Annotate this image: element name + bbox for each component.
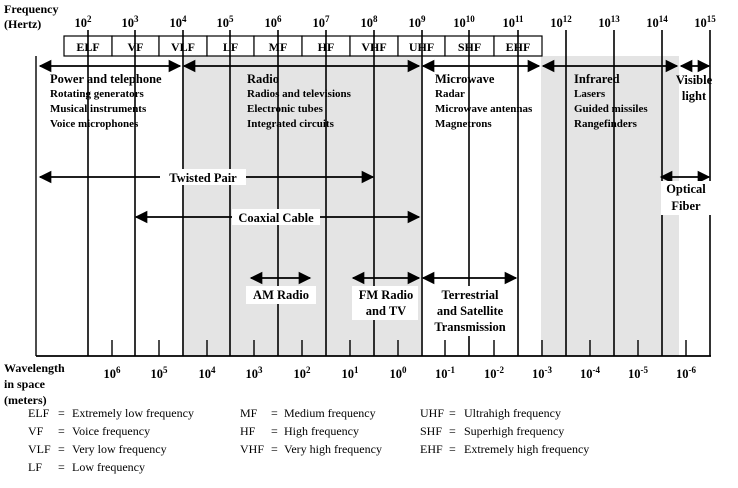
wavelength-tick-label: 10-1: [435, 365, 455, 381]
frequency-tick-label: 107: [313, 14, 331, 30]
infrared-item-3: Rangefinders: [574, 118, 638, 130]
fm-radio-line2: and TV: [366, 304, 406, 318]
power-telephone-title: Power and telephone: [50, 72, 162, 86]
optical-fiber-line2: Fiber: [671, 199, 701, 213]
terrestrial-line2: and Satellite: [437, 304, 504, 318]
infrared-item-2: Guided missiles: [574, 103, 648, 115]
frequency-tick-label: 109: [409, 14, 427, 30]
power-item-3: Voice microphones: [50, 118, 139, 130]
wavelength-tick-label: 10-3: [532, 365, 552, 381]
am-radio-label: AM Radio: [253, 288, 309, 302]
wavelength-tick-label: 10-6: [676, 365, 696, 381]
visible-light-line1: Visible: [676, 73, 713, 87]
wavelength-ticks: [111, 340, 687, 356]
frequency-gridlines: [35, 30, 711, 356]
frequency-tick-label: 108: [361, 14, 379, 30]
wavelength-title-line1: Wavelength: [4, 361, 65, 375]
fm-radio-line1: FM Radio: [359, 288, 414, 302]
wavelength-tick-label: 104: [199, 365, 217, 381]
frequency-tick-label: 1014: [646, 14, 668, 30]
microwave-item-2: Microwave antennas: [435, 103, 533, 115]
frequency-tick-label: 106: [265, 14, 283, 30]
wavelength-tick-label: 106: [104, 365, 122, 381]
infrared-item-1: Lasers: [574, 88, 606, 100]
frequency-tick-label: 1010: [453, 14, 475, 30]
frequency-tick-label: 102: [75, 14, 93, 30]
radio-title: Radio: [247, 72, 279, 86]
terrestrial-line3: Transmission: [434, 320, 505, 334]
wavelength-tick-labels: 106 105 104 103 102 101 100 10-1 10-2 10-3 10-4 10-…: [104, 365, 697, 381]
frequency-title-line1: Frequency: [4, 2, 58, 16]
wavelength-tick-label: 103: [246, 365, 264, 381]
microwave-title: Microwave: [435, 72, 495, 86]
frequency-tick-label: 103: [122, 14, 140, 30]
microwave-item-1: Radar: [435, 88, 465, 100]
wavelength-tick-label: 105: [151, 365, 169, 381]
wavelength-tick-label: 10-5: [628, 365, 648, 381]
wavelength-tick-label: 10-4: [580, 365, 600, 381]
wavelength-title-line2: in space: [4, 377, 46, 391]
frequency-title-line2: (Hertz): [4, 17, 41, 31]
radio-item-1: Radios and televisions: [247, 88, 352, 100]
radio-item-2: Electronic tubes: [247, 103, 324, 115]
visible-light-line2: light: [682, 89, 707, 103]
infrared-title: Infrared: [574, 72, 620, 86]
wavelength-tick-label: 101: [342, 365, 360, 381]
frequency-tick-label: 1012: [550, 14, 572, 30]
twisted-pair-label: Twisted Pair: [169, 171, 237, 185]
frequency-tick-label: 1013: [598, 14, 620, 30]
power-item-1: Rotating generators: [50, 88, 145, 100]
radio-item-3: Integrated circuits: [247, 118, 335, 130]
frequency-tick-label: 1011: [502, 14, 524, 30]
coaxial-cable-label: Coaxial Cable: [238, 211, 314, 225]
frequency-tick-label: 1015: [694, 14, 716, 30]
wavelength-tick-label: 100: [390, 365, 408, 381]
optical-fiber-line1: Optical: [666, 182, 706, 196]
wavelength-tick-label: 102: [294, 365, 312, 381]
wavelength-tick-label: 10-2: [484, 365, 504, 381]
frequency-tick-label: 105: [217, 14, 235, 30]
infrared-shade: [541, 56, 679, 356]
power-item-2: Musical instruments: [50, 103, 147, 115]
frequency-tick-labels: 102 103 104 105 106 107 108 109 1010 1011 1012 1013…: [75, 14, 717, 30]
microwave-item-3: Magnetrons: [435, 118, 492, 130]
frequency-tick-label: 104: [170, 14, 188, 30]
terrestrial-line1: Terrestrial: [442, 288, 499, 302]
wavelength-title-line3: (meters): [4, 393, 47, 407]
